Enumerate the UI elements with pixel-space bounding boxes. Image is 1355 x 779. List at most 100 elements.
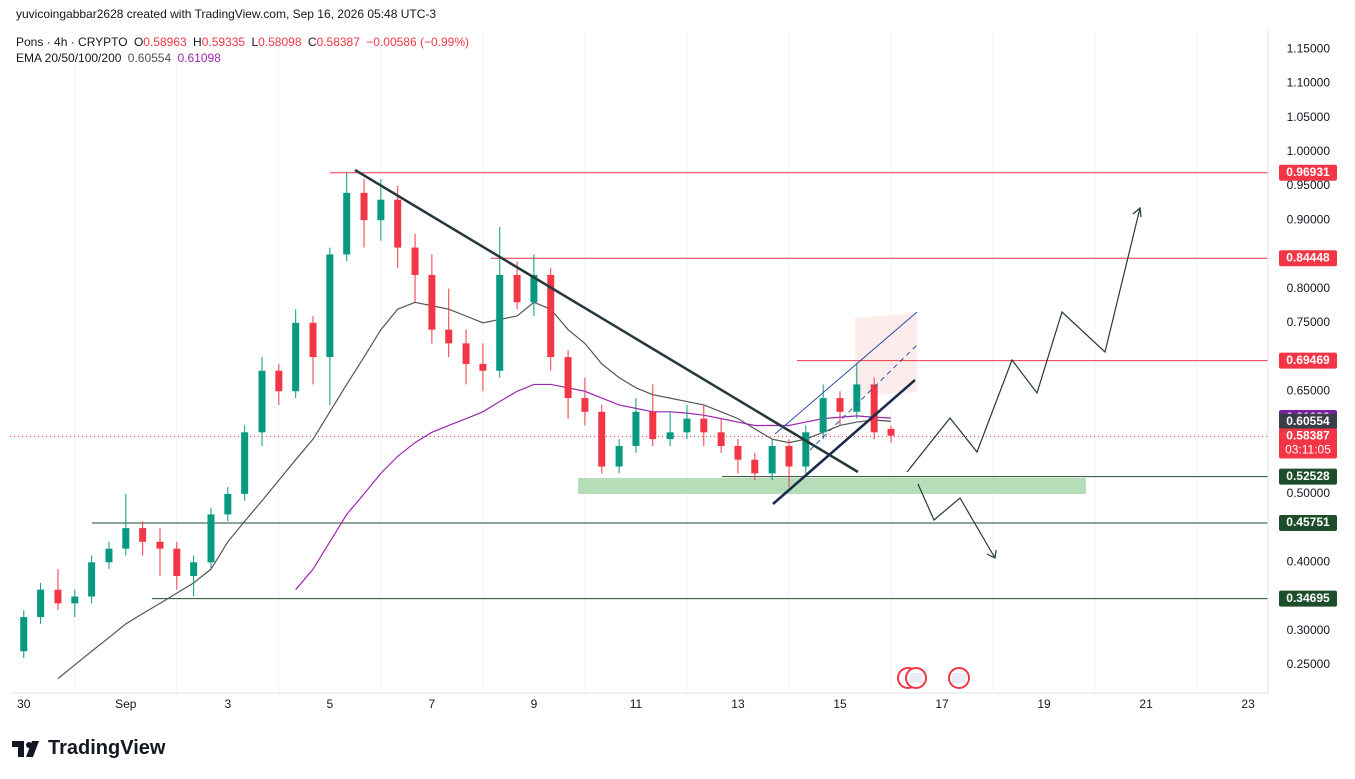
- symbol: Pons · 4h · CRYPTO: [16, 35, 128, 49]
- candle-body: [20, 617, 28, 652]
- open: 0.58963: [143, 35, 187, 49]
- y-tick-label: 0.80000: [1287, 281, 1331, 295]
- candle-body: [870, 384, 878, 433]
- candle-body: [360, 192, 368, 221]
- candle-body: [275, 370, 283, 392]
- candle-body: [530, 274, 538, 303]
- candle-body: [54, 589, 62, 604]
- drawings: [354, 168, 1142, 689]
- y-tick-label: 0.25000: [1287, 657, 1331, 671]
- x-tick-label: 13: [731, 697, 745, 711]
- arrowhead: [986, 549, 997, 559]
- y-tick-label: 1.00000: [1287, 144, 1331, 158]
- logo: TradingView: [12, 737, 165, 760]
- o-label: O: [133, 35, 144, 49]
- candle-body: [802, 432, 810, 467]
- candle-body: [173, 548, 181, 576]
- candle-body: [666, 432, 674, 440]
- l-label: L: [251, 35, 259, 49]
- candle-body: [156, 541, 164, 549]
- c-label: C: [307, 35, 317, 49]
- arrowhead: [1132, 206, 1142, 218]
- candle-body: [751, 459, 759, 474]
- candle-body: [224, 493, 232, 515]
- ema50: 0.61098: [177, 51, 221, 65]
- candle-body: [241, 432, 249, 494]
- x-tick-label: 17: [935, 697, 949, 711]
- level-label: 0.84448: [1286, 250, 1330, 264]
- y-tick-label: 0.40000: [1287, 554, 1331, 568]
- level-label-box: [1279, 468, 1337, 485]
- level-label-box: [1279, 164, 1337, 181]
- x-tick-label: 23: [1241, 697, 1255, 711]
- trendline: [354, 168, 859, 474]
- candle-body: [326, 254, 334, 358]
- candle-body: [632, 411, 640, 446]
- x-tick-label: 15: [833, 697, 847, 711]
- h-label: H: [193, 35, 202, 49]
- candle-body: [768, 446, 776, 474]
- candle-body: [717, 432, 725, 446]
- countdown: 03:11:05: [1285, 443, 1331, 457]
- candles: [20, 172, 895, 659]
- ema20: 0.60554: [127, 51, 172, 65]
- ohlc-legend: Pons · 4h · CRYPTO O0.58963 H0.59335 L0.…: [16, 35, 472, 49]
- y-tick-label: 0.30000: [1287, 623, 1331, 637]
- candle-body: [598, 411, 606, 467]
- ema-line: [295, 383, 892, 591]
- y-tick-label: 1.15000: [1287, 41, 1331, 55]
- x-tick-label: 30: [17, 697, 31, 711]
- candle-body: [292, 322, 300, 392]
- level-label-box: [1279, 590, 1337, 607]
- low: 0.58098: [258, 35, 302, 49]
- ema-legend: EMA 20/50/100/200 0.60554 0.61098: [16, 51, 224, 65]
- level-label-box: [1279, 413, 1337, 430]
- y-tick-label: 0.65000: [1287, 383, 1331, 397]
- candle-body: [394, 199, 402, 248]
- high: 0.59335: [201, 35, 246, 49]
- candle-body: [547, 274, 555, 358]
- y-tick-label: 1.05000: [1287, 110, 1331, 124]
- candle-body: [564, 357, 572, 399]
- x-tick-label: 19: [1037, 697, 1051, 711]
- candle-body: [513, 274, 521, 303]
- level-label: 0.45751: [1286, 515, 1330, 529]
- support-zone: [578, 478, 1086, 494]
- candle-body: [887, 428, 895, 436]
- candle-body: [496, 274, 504, 371]
- levels: [10, 172, 1268, 600]
- level-label-box: [1279, 352, 1337, 369]
- level-label-box: [1279, 428, 1337, 459]
- y-tick-label: 1.10000: [1287, 76, 1331, 90]
- flag: [909, 673, 923, 683]
- candle-body: [71, 596, 79, 604]
- level-label-box: [1279, 514, 1337, 531]
- x-tick-label: 7: [429, 697, 436, 711]
- projection-up: [906, 207, 1141, 473]
- x-tick-label: 9: [531, 697, 538, 711]
- level-label: 0.96931: [1286, 165, 1330, 179]
- candle-body: [615, 446, 623, 467]
- ema: [57, 301, 892, 680]
- y-tick-label: 0.90000: [1287, 212, 1331, 226]
- grid: [74, 30, 1198, 693]
- candle-body: [411, 247, 419, 275]
- x-tick-label: Sep: [115, 697, 137, 711]
- candle-body: [462, 343, 470, 364]
- logo-text: TradingView: [48, 737, 166, 759]
- x-tick-label: 21: [1139, 697, 1153, 711]
- candle-body: [683, 418, 691, 433]
- candle-body: [88, 562, 96, 597]
- trendline: [772, 379, 916, 505]
- candle-body: [445, 329, 453, 344]
- candle-body: [258, 370, 266, 433]
- y-tick-label: 0.75000: [1287, 315, 1331, 329]
- candle-body: [479, 363, 487, 371]
- level-label: 0.69469: [1286, 353, 1330, 367]
- close: 0.58387: [316, 35, 360, 49]
- candle-body: [734, 446, 742, 460]
- candle-body: [343, 192, 351, 255]
- channel-fill: [855, 313, 917, 396]
- level-labels: 0.969310.844480.694690.610980.605540.583…: [1279, 164, 1337, 607]
